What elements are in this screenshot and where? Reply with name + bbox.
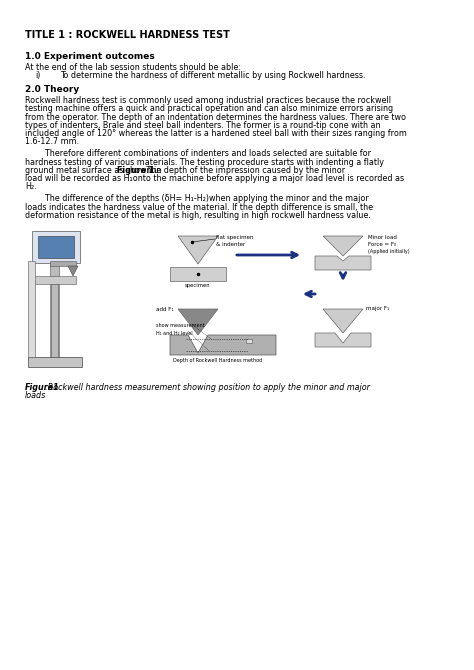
Bar [246, 339, 252, 343]
Text: ground metal surface as shown in: ground metal surface as shown in [25, 165, 164, 175]
Text: Force = F₀: Force = F₀ [368, 242, 396, 247]
Text: i): i) [35, 71, 40, 80]
Text: H₁ and H₂ level: H₁ and H₂ level [156, 331, 192, 336]
Polygon shape [315, 256, 371, 270]
Polygon shape [178, 236, 218, 264]
Text: (Applied initially): (Applied initially) [368, 249, 410, 254]
Bar [34, 276, 76, 284]
Bar [28, 261, 35, 357]
Text: from the operator. The depth of an indentation determines the hardness values. T: from the operator. The depth of an inden… [25, 113, 406, 121]
Bar [32, 231, 80, 263]
Text: TITLE 1 : ROCKWELL HARDNESS TEST: TITLE 1 : ROCKWELL HARDNESS TEST [25, 30, 230, 40]
Polygon shape [178, 309, 218, 335]
Text: hardness testing of various materials. The testing procedure starts with indenti: hardness testing of various materials. T… [25, 157, 384, 167]
Text: Rockwell hardness test is commonly used among industrial practices because the r: Rockwell hardness test is commonly used … [25, 96, 391, 105]
Text: testing machine offers a quick and practical operation and can also minimize err: testing machine offers a quick and pract… [25, 105, 393, 113]
Bar [51, 284, 58, 359]
Text: Depth of Rockwell Hardness method: Depth of Rockwell Hardness method [173, 358, 262, 363]
Bar [28, 357, 82, 367]
Bar [50, 263, 59, 359]
Text: flat specimen: flat specimen [216, 235, 254, 240]
Text: Minor load: Minor load [368, 235, 397, 240]
Polygon shape [68, 266, 78, 276]
Text: Figure 1.: Figure 1. [117, 165, 157, 175]
Text: Therefore different combinations of indenters and loads selected are suitable fo: Therefore different combinations of inde… [25, 149, 371, 158]
Text: types of indenters, Brale and steel ball indenters. The former is a round-tip co: types of indenters, Brale and steel ball… [25, 121, 381, 130]
Text: deformation resistance of the metal is high, resulting in high rockwell hardness: deformation resistance of the metal is h… [25, 211, 371, 220]
Text: At the end of the lab session students should be able:: At the end of the lab session students s… [25, 63, 241, 72]
Text: add F₁: add F₁ [156, 307, 173, 312]
Polygon shape [323, 309, 363, 333]
Text: load will be recorded as H₁onto the machine before applying a major load level i: load will be recorded as H₁onto the mach… [25, 174, 404, 183]
Text: The depth of the impression caused by the minor: The depth of the impression caused by th… [144, 165, 345, 175]
Text: loads indicates the hardness value of the material. If the depth difference is s: loads indicates the hardness value of th… [25, 202, 373, 212]
Bar [170, 267, 226, 281]
Text: show measurement: show measurement [156, 323, 205, 328]
Text: major F₁: major F₁ [366, 306, 389, 311]
Text: specimen: specimen [185, 283, 211, 288]
Text: The difference of the depths (δH= H₁-H₂)when applying the minor and the major: The difference of the depths (δH= H₁-H₂)… [25, 194, 369, 204]
Text: 1.0 Experiment outcomes: 1.0 Experiment outcomes [25, 52, 155, 61]
Text: 1.6-12.7 mm.: 1.6-12.7 mm. [25, 137, 79, 146]
Text: H₂.: H₂. [25, 182, 36, 191]
Bar [50, 261, 76, 266]
Text: :Rockwell hardness measurement showing position to apply the minor and major: :Rockwell hardness measurement showing p… [46, 383, 370, 392]
Polygon shape [315, 333, 371, 347]
Text: & indenter: & indenter [216, 242, 245, 247]
Text: loads: loads [25, 391, 46, 400]
Bar [38, 236, 74, 258]
Polygon shape [170, 335, 276, 355]
Polygon shape [323, 236, 363, 256]
Text: To determine the hardness of different metallic by using Rockwell hardness.: To determine the hardness of different m… [60, 71, 365, 80]
Text: included angle of 120° whereas the latter is a hardened steel ball with their si: included angle of 120° whereas the latte… [25, 129, 407, 138]
Text: 2.0 Theory: 2.0 Theory [25, 85, 79, 94]
Text: Figure1: Figure1 [25, 383, 60, 392]
